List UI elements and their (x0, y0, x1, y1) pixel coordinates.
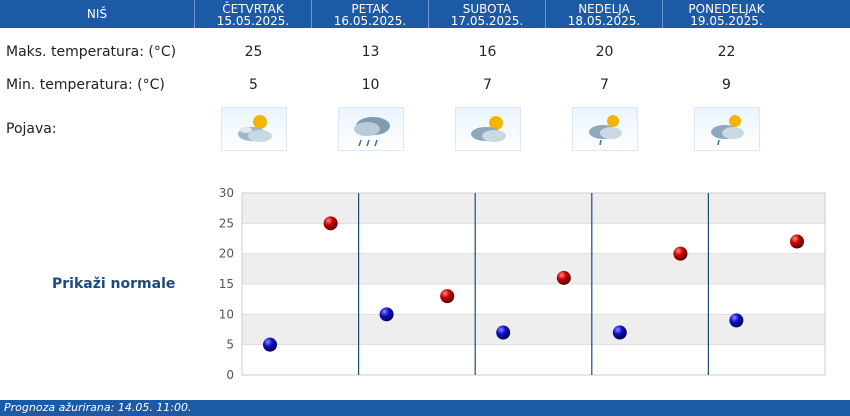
max-temperature-point (440, 289, 455, 304)
grid-band (242, 193, 825, 224)
max-temperature-point (673, 246, 688, 261)
day-header: ČETVRTAK 15.05.2025. (195, 0, 312, 28)
min-temperature-point (379, 307, 394, 322)
temperature-chart: 0 5 10 15 20 25 30 (219, 186, 826, 382)
grid-band (242, 253, 825, 284)
max-temperature-value: 20 (595, 44, 614, 60)
grid-band (242, 223, 825, 254)
cloud-sun-drizzle-icon (693, 107, 760, 151)
day-name: NEDELJA (578, 2, 630, 16)
y-tick-label: 0 (226, 368, 234, 382)
min-temperature-value: 5 (249, 77, 258, 93)
max-temperature-value: 16 (478, 44, 497, 60)
day-header: SUBOTA 17.05.2025. (429, 0, 546, 28)
max-temperature-value: 13 (361, 44, 380, 60)
max-temperature-row: Maks. temperatura: (°C) 25 13 16 20 22 (0, 42, 850, 62)
day-header: PONEDELJAK 19.05.2025. (663, 0, 790, 28)
min-temperature-label: Min. temperatura: (°C) (6, 77, 165, 93)
city-name: NIŠ (0, 0, 195, 28)
partly-cloudy-sun-icon (220, 107, 287, 151)
day-name: SUBOTA (462, 2, 512, 16)
day-header: NEDELJA 18.05.2025. (546, 0, 663, 28)
min-temperature-row: Min. temperatura: (°C) 5 10 7 7 9 (0, 75, 850, 95)
min-temperature-value: 10 (361, 77, 380, 93)
show-normals-link[interactable]: Prikaži normale (52, 276, 176, 292)
y-tick-label: 20 (219, 247, 234, 261)
max-temperature-point (323, 216, 338, 231)
y-tick-label: 5 (226, 338, 234, 352)
day-header: PETAK 16.05.2025. (312, 0, 429, 28)
day-name: PETAK (351, 2, 389, 16)
day-date: 19.05.2025. (690, 14, 763, 28)
y-tick-label: 15 (219, 277, 234, 291)
max-temperature-value: 22 (717, 44, 736, 60)
grid-band (242, 314, 825, 345)
min-temperature-value: 7 (600, 77, 609, 93)
plot-border (241, 192, 826, 376)
forecast-header: NIŠ ČETVRTAK 15.05.2025. PETAK 16.05.202… (0, 0, 850, 28)
cloud-rain-icon (337, 107, 404, 151)
y-tick-label: 25 (219, 216, 234, 230)
day-date: 15.05.2025. (216, 14, 290, 28)
min-temperature-value: 9 (722, 77, 731, 93)
forecast-updated-footer: Prognoza ažurirana: 14.05. 11:00. (0, 400, 850, 416)
day-date: 17.05.2025. (450, 14, 524, 28)
max-temperature-point (556, 270, 571, 285)
cloud-sun-drizzle-icon (571, 107, 638, 151)
day-date: 16.05.2025. (333, 14, 407, 28)
y-tick-label: 10 (219, 307, 234, 321)
y-tick-label: 30 (219, 186, 234, 200)
phenomenon-label: Pojava: (6, 121, 57, 137)
day-name: ČETVRTAK (222, 2, 284, 16)
min-temperature-value: 7 (483, 77, 492, 93)
min-temperature-point (729, 313, 744, 328)
partly-cloudy-sun-icon (454, 107, 521, 151)
grid-band (242, 284, 825, 315)
max-temperature-value: 25 (244, 44, 263, 60)
day-date: 18.05.2025. (567, 14, 641, 28)
max-temperature-point (790, 234, 805, 249)
phenomenon-row: Pojava: (0, 106, 850, 152)
max-temperature-label: Maks. temperatura: (°C) (6, 44, 177, 60)
min-temperature-point (612, 325, 627, 340)
min-temperature-point (496, 325, 511, 340)
grid-band (242, 344, 825, 375)
min-temperature-point (262, 337, 277, 352)
day-name: PONEDELJAK (688, 2, 765, 16)
